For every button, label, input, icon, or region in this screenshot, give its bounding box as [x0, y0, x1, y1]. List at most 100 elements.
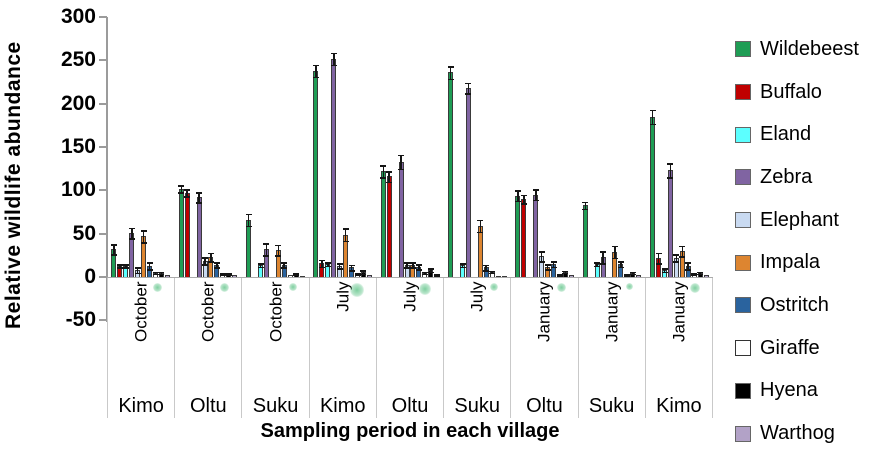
bar-zebra-july-oltu: [398, 161, 404, 277]
bar-warthog-july-kimo: [366, 275, 372, 277]
error-bar-cap: [489, 272, 496, 275]
legend-swatch-hyena: [735, 382, 751, 399]
error-bar-cap: [263, 243, 270, 245]
bar-warthog-october-kimo: [164, 275, 170, 277]
error-bar: [198, 192, 200, 203]
error-bar: [546, 264, 549, 270]
village-label: Kimo: [656, 395, 702, 417]
error-bar: [136, 267, 139, 273]
error-bar-cap: [691, 274, 698, 276]
legend-label-impala: Impala: [760, 251, 821, 274]
error-bar-cap: [225, 274, 232, 276]
y-tick-label-150: 150: [60, 135, 96, 158]
error-bar: [382, 165, 385, 178]
y-tick-mark-250: [99, 59, 107, 62]
error-bar-cap: [623, 275, 630, 277]
y-tick-label-250: 250: [60, 48, 96, 72]
error-bar-cap: [158, 271, 165, 274]
bar-wildebeest-january-oltu: [515, 195, 521, 277]
legend-swatch-impala: [735, 254, 751, 271]
legend-item-warthog: Warthog: [735, 412, 891, 455]
bar-buffalo-october-oltu: [184, 192, 190, 277]
y-tick-mark-300: [99, 16, 107, 18]
error-bar-cap: [623, 273, 630, 276]
y-tick-mark-0: [99, 276, 107, 278]
legend-swatch-giraffe: [735, 340, 751, 357]
legend-item-wildebeest: Wildebeest: [735, 28, 891, 71]
bar-zebra-january-kimo: [667, 170, 673, 277]
error-bar-cap: [649, 109, 656, 112]
error-bar-cap: [128, 238, 135, 240]
error-bar: [125, 264, 127, 268]
error-bar-cap: [134, 272, 141, 275]
error-bar-cap: [128, 227, 135, 230]
error-bar-cap: [685, 262, 692, 264]
error-bar: [142, 230, 145, 243]
significance-dot: [419, 283, 432, 295]
month-label: October: [198, 281, 218, 342]
y-tick-mark-150: [99, 146, 107, 148]
month-label: July: [333, 281, 353, 312]
bar-wildebeest-january-kimo: [650, 116, 656, 277]
error-bar-cap: [489, 270, 496, 273]
legend-item-zebra: Zebra: [735, 156, 891, 199]
error-bar-cap: [380, 165, 387, 167]
error-bar-cap: [360, 273, 367, 276]
error-bar-cap: [427, 268, 434, 270]
error-bar: [338, 263, 341, 269]
village-label: Oltu: [526, 395, 563, 417]
error-bar-cap: [582, 201, 589, 204]
month-label: January: [602, 281, 622, 342]
error-bar-cap: [661, 268, 668, 270]
error-bar-cap: [134, 267, 141, 269]
error-bar-cap: [354, 274, 361, 276]
error-bar: [552, 261, 555, 267]
legend-label-hyena: Hyena: [760, 379, 818, 402]
error-bar-cap: [600, 263, 607, 265]
error-bar: [113, 244, 115, 255]
error-bar-cap: [483, 270, 490, 272]
error-bar: [596, 262, 598, 266]
legend-item-buffalo: Buffalo: [735, 71, 891, 114]
error-bar: [461, 263, 464, 267]
error-bar-cap: [263, 255, 270, 257]
significance-dot: [153, 283, 163, 292]
error-bar-cap: [477, 231, 484, 234]
legend-label-eland: Eland: [760, 123, 812, 146]
legend-item-hyena: Hyena: [735, 370, 891, 413]
category-cell-july-suku: July Suku: [443, 278, 510, 418]
error-bar: [418, 264, 420, 270]
month-label: October: [131, 281, 151, 342]
error-bar-cap: [532, 189, 539, 191]
error-bar-cap: [245, 225, 252, 228]
error-bar-cap: [447, 66, 454, 68]
error-bar-cap: [202, 264, 209, 266]
legend-swatch-eland: [735, 126, 751, 143]
y-tick-mark-50: [99, 232, 107, 235]
y-tick-mark-200: [99, 102, 107, 105]
error-bar-cap: [245, 213, 252, 216]
error-bar: [400, 154, 402, 169]
error-bar: [321, 259, 323, 267]
error-bar-cap: [415, 269, 422, 271]
legend-label-ostritch: Ostritch: [760, 293, 829, 316]
error-bar: [131, 227, 133, 238]
bar-wildebeest-july-kimo: [313, 70, 319, 277]
error-bar-cap: [202, 257, 209, 259]
error-bar-cap: [348, 264, 355, 267]
category-cell-january-kimo: January Kimo: [644, 278, 713, 418]
error-bar-cap: [611, 257, 618, 260]
month-label: July: [400, 281, 420, 312]
error-bar: [350, 264, 353, 271]
bar-wildebeest-january-suku: [582, 205, 588, 277]
error-bar-cap: [398, 154, 405, 157]
error-bar: [333, 52, 335, 65]
bar-wildebeest-july-oltu: [380, 171, 386, 277]
error-bar-cap: [421, 273, 428, 276]
legend-label-elephant: Elephant: [760, 208, 839, 231]
bar-zebra-january-oltu: [533, 194, 539, 277]
bar-wildebeest-october-suku: [246, 219, 252, 277]
error-bar-cap: [465, 93, 472, 95]
bar-buffalo-january-oltu: [521, 199, 527, 277]
error-bar-cap: [146, 262, 153, 264]
